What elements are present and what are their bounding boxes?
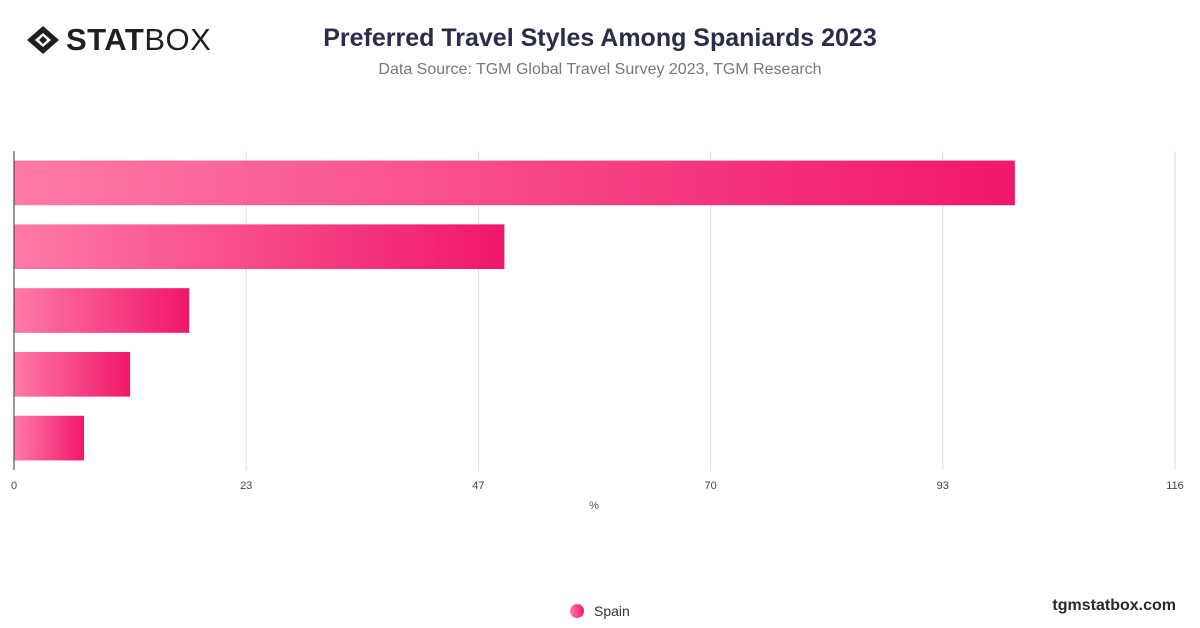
bar-chart: 0 23 47 70 93 116 % <box>11 151 1184 512</box>
legend-marker <box>570 604 584 618</box>
statbox-logo: STATBOX <box>26 22 211 58</box>
x-tick-label: 0 <box>11 480 17 492</box>
logo-wordmark-light: BOX <box>144 22 212 57</box>
statbox-diamond-icon <box>27 26 59 54</box>
logo-wordmark-bold: STAT <box>66 22 145 57</box>
x-tick-label: 70 <box>704 480 716 492</box>
watermark: tgmstatbox.com <box>1052 597 1176 614</box>
bars <box>14 160 1015 461</box>
axes: 0 23 47 70 93 116 <box>11 151 1184 492</box>
x-tick-label: 93 <box>937 480 949 492</box>
chart-subtitle: Data Source: TGM Global Travel Survey 20… <box>378 61 822 78</box>
x-tick-label: 23 <box>240 480 252 492</box>
bar[interactable] <box>14 415 85 461</box>
bar[interactable] <box>14 351 131 397</box>
x-tick-label: 47 <box>472 480 484 492</box>
x-axis-title: % <box>589 500 599 512</box>
legend[interactable]: Spain <box>570 602 630 620</box>
legend-label: Spain <box>594 603 630 619</box>
x-tick-label: 116 <box>1166 480 1184 492</box>
bar[interactable] <box>14 288 190 333</box>
logo-wordmark: STATBOX <box>66 22 211 58</box>
chart-title: Preferred Travel Styles Among Spaniards … <box>323 24 877 52</box>
bar[interactable] <box>14 160 1015 206</box>
bar[interactable] <box>14 224 505 270</box>
